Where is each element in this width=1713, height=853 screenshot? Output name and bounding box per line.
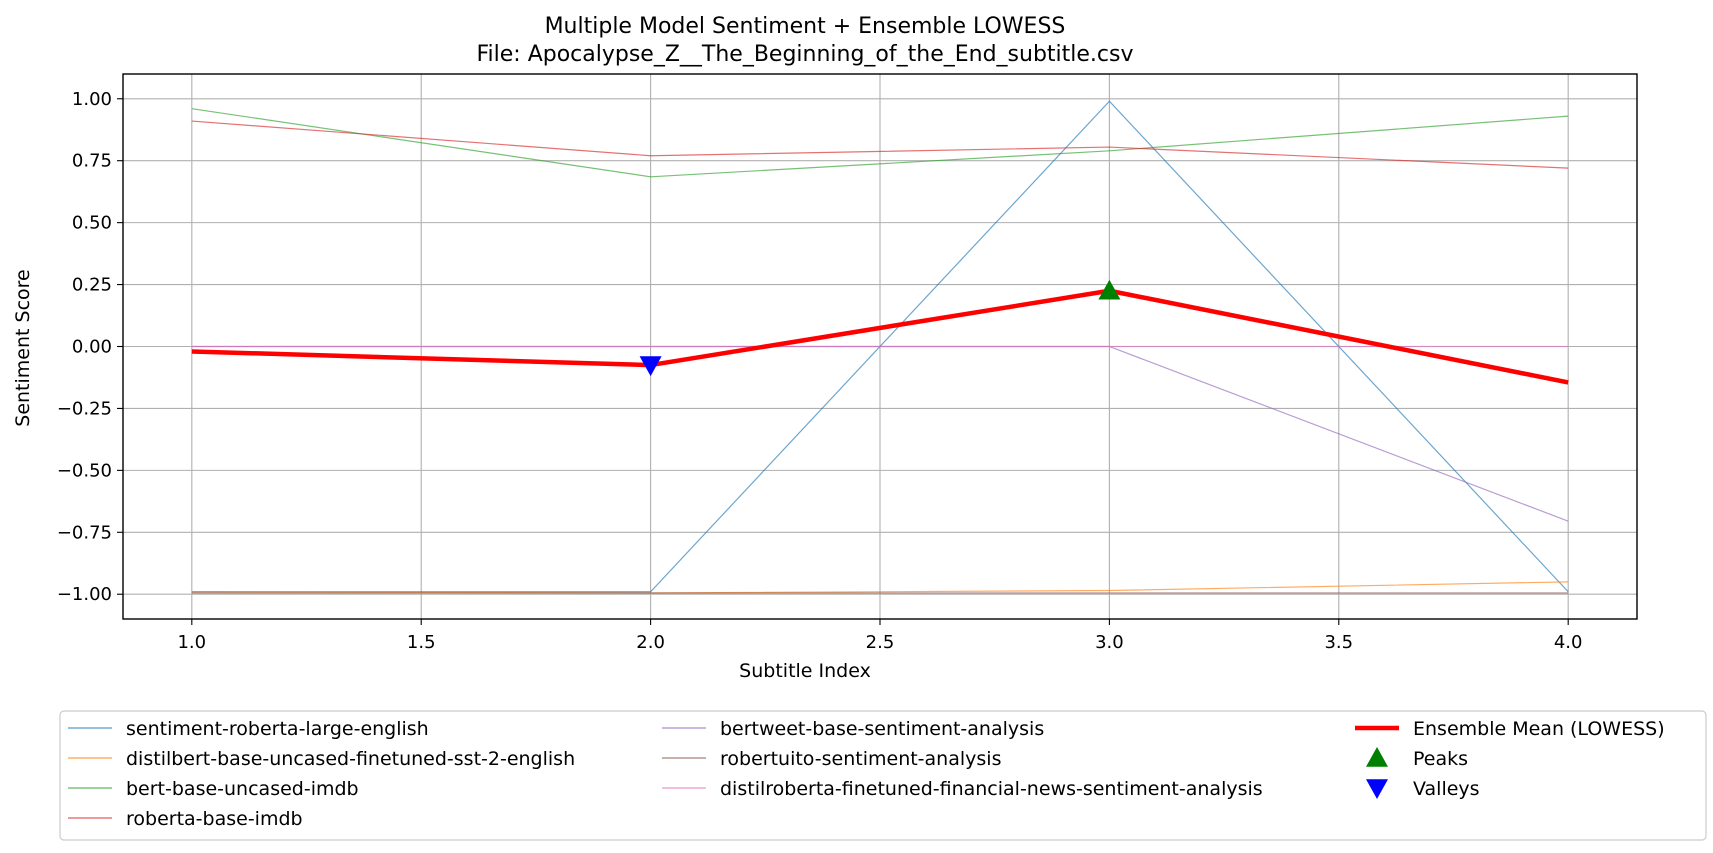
y-tick-label: −0.75 [57,522,112,543]
y-tick-label: −0.25 [57,398,112,419]
y-tick-label: 0.00 [72,337,112,358]
legend-frame [59,710,1707,841]
legend-label: bertweet-base-sentiment-analysis [720,718,1044,740]
legend-label: Valleys [1413,778,1480,800]
peak-valley-markers [639,279,1121,377]
y-tick-label: −1.00 [57,584,112,605]
legend-label: bert-base-uncased-imdb [126,778,359,800]
legend-label: Ensemble Mean (LOWESS) [1413,718,1665,740]
legend-series-7: distilroberta-finetuned-financial-news-s… [662,778,1263,800]
legend-label: robertuito-sentiment-analysis [720,748,1001,770]
x-axis-label: Subtitle Index [739,660,871,682]
ensemble-lowess-line [191,288,1569,385]
x-tick-label: 1.0 [177,632,206,653]
series-line-4 [191,120,1569,169]
x-tick-label: 2.5 [866,632,895,653]
legend-series-3: bert-base-uncased-imdb [68,778,359,800]
legend-label: Peaks [1413,748,1468,770]
legend-series-4: roberta-base-imdb [68,808,303,830]
legend-label: distilroberta-finetuned-financial-news-s… [720,778,1263,800]
legend-label: sentiment-roberta-large-english [126,718,429,740]
legend-valleys: Valleys [1366,778,1480,800]
chart-subtitle: File: Apocalypse_Z__The_Beginning_of_the… [476,42,1133,67]
y-tick-label: −0.50 [57,460,112,481]
x-tick-label: 2.0 [636,632,665,653]
legend-ensemble: Ensemble Mean (LOWESS) [1355,718,1665,740]
grid-lines [123,74,1637,619]
legend-peak-swatch [1366,747,1388,767]
chart-title: Multiple Model Sentiment + Ensemble LOWE… [545,14,1066,39]
legend: sentiment-roberta-large-english distilber… [59,710,1707,841]
y-axis-label: Sentiment Score [12,269,34,426]
legend-peaks: Peaks [1366,747,1468,770]
series-line-3 [191,108,1569,178]
series-lines [191,100,1569,594]
x-tick-label: 4.0 [1554,632,1583,653]
legend-valley-swatch [1366,779,1388,799]
x-tick-label: 1.5 [407,632,436,653]
legend-series-1: sentiment-roberta-large-english [68,718,429,740]
y-tick-label: 0.50 [72,213,112,234]
legend-label: distilbert-base-uncased-finetuned-sst-2-… [126,748,575,770]
axis-ticks: 1.0 1.5 2.0 2.5 3.0 3.5 4.0 1.00 0.75 0.50 0.25 0.0… [57,89,1583,653]
legend-series-2: distilbert-base-uncased-finetuned-sst-2-… [68,748,575,770]
peak-marker [1098,279,1121,300]
legend-series-6: robertuito-sentiment-analysis [662,748,1001,770]
x-tick-label: 3.0 [1095,632,1124,653]
y-tick-label: 0.25 [72,275,112,296]
y-tick-label: 0.75 [72,151,112,172]
legend-series-5: bertweet-base-sentiment-analysis [662,718,1044,740]
y-tick-label: 1.00 [72,89,112,110]
series-line-2 [191,581,1569,594]
valley-marker [639,356,662,377]
x-tick-label: 3.5 [1324,632,1353,653]
legend-label: roberta-base-imdb [126,808,303,830]
